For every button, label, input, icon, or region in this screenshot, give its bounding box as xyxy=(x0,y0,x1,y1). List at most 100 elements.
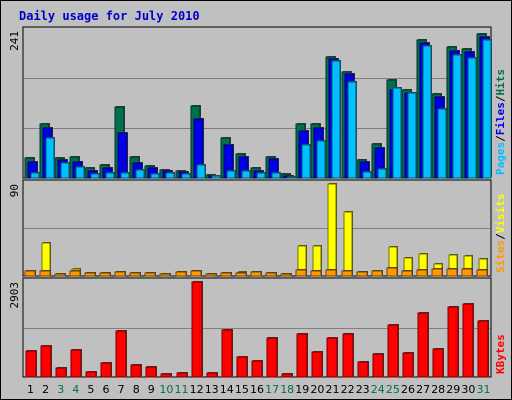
tick-label-max-visits-sites: 90 xyxy=(8,184,21,197)
bar-pages-day-12 xyxy=(196,164,206,179)
bar-sites-day-15 xyxy=(235,272,247,277)
legend-entry-kbytes: KBytes xyxy=(494,334,507,374)
x-tick-label-day-15: 15 xyxy=(235,383,249,396)
bar-sites-day-29 xyxy=(446,268,458,277)
bar-sites-day-23 xyxy=(356,271,368,277)
bar-pages-day-18 xyxy=(286,176,296,179)
chart-title: Daily usage for July 2010 xyxy=(19,9,200,23)
bar-sites-day-18 xyxy=(280,273,292,277)
bar-kbytes-day-18 xyxy=(281,373,293,378)
bar-kbytes-day-3 xyxy=(55,367,67,378)
x-tick-label-day-30: 30 xyxy=(461,383,475,396)
bar-pages-day-2 xyxy=(45,137,55,179)
bar-kbytes-day-23 xyxy=(357,361,369,378)
bar-sites-day-8 xyxy=(129,272,141,277)
x-tick-label-day-24: 24 xyxy=(371,383,385,396)
bar-pages-day-26 xyxy=(407,92,417,179)
legend-entry-visits: Visits xyxy=(494,194,507,234)
bar-sites-day-16 xyxy=(250,271,262,277)
bar-pages-day-27 xyxy=(422,45,432,179)
bar-kbytes-day-7 xyxy=(115,330,127,378)
bar-sites-day-26 xyxy=(401,270,413,277)
bar-visits-day-22 xyxy=(343,211,353,277)
x-tick-label-day-28: 28 xyxy=(431,383,445,396)
bar-sites-day-30 xyxy=(461,268,473,277)
x-tick-label-day-31: 31 xyxy=(477,383,491,396)
bar-kbytes-day-1 xyxy=(25,350,37,378)
x-tick-label-day-21: 21 xyxy=(326,383,340,396)
legend-entry-pages: Pages xyxy=(494,142,507,175)
bar-kbytes-day-5 xyxy=(85,371,97,378)
bar-pages-day-5 xyxy=(90,173,100,179)
bar-sites-day-13 xyxy=(205,273,217,277)
x-tick-label-day-2: 2 xyxy=(42,383,49,396)
bar-sites-day-12 xyxy=(190,270,202,277)
bar-pages-day-8 xyxy=(135,169,145,179)
bar-sites-day-5 xyxy=(84,272,96,277)
bar-kbytes-day-21 xyxy=(326,337,338,378)
bar-pages-day-25 xyxy=(392,87,402,179)
bar-pages-day-22 xyxy=(347,81,357,179)
legend-entry-sites: Sites xyxy=(494,240,507,273)
bar-visits-day-21 xyxy=(327,183,337,277)
legend-entry-files: Files xyxy=(494,102,507,135)
x-tick-label-day-10: 10 xyxy=(159,383,173,396)
bar-pages-day-21 xyxy=(331,60,341,179)
bar-kbytes-day-27 xyxy=(417,312,429,378)
bar-kbytes-day-9 xyxy=(145,366,157,378)
bar-pages-day-9 xyxy=(150,173,160,179)
bar-pages-day-20 xyxy=(316,140,326,179)
bar-kbytes-day-22 xyxy=(342,333,354,378)
bar-kbytes-day-4 xyxy=(70,349,82,378)
bar-kbytes-day-14 xyxy=(221,329,233,378)
bar-kbytes-day-13 xyxy=(206,372,218,378)
bar-sites-day-21 xyxy=(325,269,337,277)
bar-files-day-7 xyxy=(117,132,128,179)
bar-pages-day-14 xyxy=(226,170,236,179)
bar-pages-day-17 xyxy=(271,172,281,179)
x-tick-label-day-25: 25 xyxy=(386,383,400,396)
bar-sites-day-25 xyxy=(386,267,398,277)
bar-kbytes-day-8 xyxy=(130,364,142,378)
x-tick-label-day-5: 5 xyxy=(87,383,94,396)
bar-sites-day-31 xyxy=(476,269,488,277)
bar-sites-day-27 xyxy=(416,269,428,277)
bar-sites-day-24 xyxy=(371,270,383,277)
bar-pages-day-4 xyxy=(75,166,85,179)
bar-sites-day-14 xyxy=(220,272,232,277)
bar-sites-day-7 xyxy=(114,271,126,277)
bar-kbytes-day-6 xyxy=(100,362,112,378)
x-tick-label-day-29: 29 xyxy=(446,383,460,396)
bar-pages-day-19 xyxy=(301,144,311,179)
bar-sites-day-19 xyxy=(295,269,307,277)
bar-kbytes-day-11 xyxy=(176,372,188,378)
bar-kbytes-day-15 xyxy=(236,356,248,378)
bar-pages-day-1 xyxy=(30,172,40,179)
bar-kbytes-day-25 xyxy=(387,324,399,378)
x-tick-label-day-18: 18 xyxy=(280,383,294,396)
bar-sites-day-1 xyxy=(24,270,36,277)
bar-kbytes-day-26 xyxy=(402,352,414,378)
plot-area: 241Pages/Files/Hits90Sites/Visits2903KBy… xyxy=(8,26,507,396)
bar-kbytes-day-24 xyxy=(372,353,384,378)
x-tick-label-day-9: 9 xyxy=(148,383,155,396)
bar-sites-day-20 xyxy=(310,270,322,277)
bar-pages-day-30 xyxy=(467,57,477,179)
bar-kbytes-day-17 xyxy=(266,337,278,378)
bar-sites-day-11 xyxy=(175,271,187,277)
bar-kbytes-day-16 xyxy=(251,360,263,378)
x-tick-label-day-20: 20 xyxy=(310,383,324,396)
bar-pages-day-7 xyxy=(120,172,130,179)
bar-kbytes-day-31 xyxy=(477,320,489,378)
bar-pages-day-23 xyxy=(362,171,372,179)
x-tick-label-day-7: 7 xyxy=(118,383,125,396)
bar-sites-day-2 xyxy=(39,270,51,277)
bar-pages-day-13 xyxy=(211,175,221,179)
legend-hits-files-pages: Pages/Files/Hits xyxy=(494,69,507,175)
bar-sites-day-3 xyxy=(54,273,66,277)
bar-kbytes-day-20 xyxy=(311,351,323,378)
bar-pages-day-28 xyxy=(437,108,447,179)
bar-kbytes-day-30 xyxy=(462,303,474,378)
bar-kbytes-day-2 xyxy=(40,345,52,378)
